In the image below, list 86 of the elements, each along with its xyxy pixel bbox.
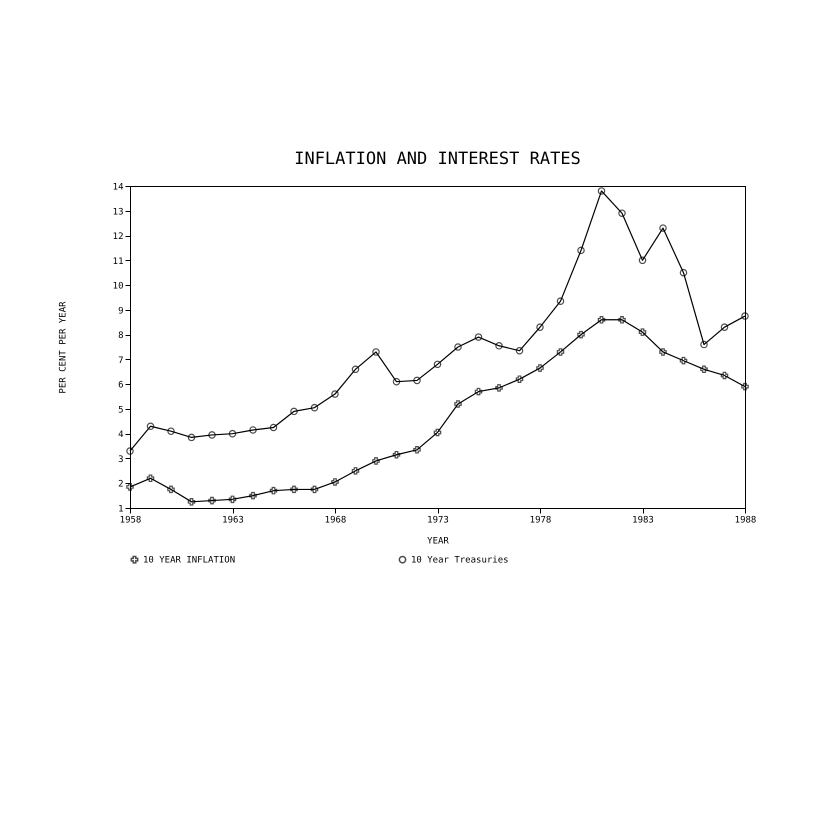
legend-label: 10 YEAR INFLATION — [143, 556, 236, 566]
x-tick-label: 1983 — [632, 516, 654, 526]
point — [372, 457, 380, 465]
point — [474, 333, 482, 341]
point — [659, 348, 667, 356]
point — [495, 384, 503, 392]
y-tick-label: 9 — [118, 306, 124, 316]
point — [454, 343, 462, 351]
point — [167, 427, 175, 435]
y-axis-title: PER CENT PER YEAR — [58, 300, 69, 394]
y-tick-label: 1 — [118, 504, 124, 514]
x-tick-label: 1968 — [324, 516, 346, 526]
point — [208, 496, 216, 504]
point — [413, 446, 421, 454]
point — [228, 496, 236, 504]
chart-title: INFLATION AND INTEREST RATES — [294, 149, 581, 169]
point — [331, 478, 339, 486]
point — [700, 366, 708, 374]
point — [310, 486, 318, 494]
x-axis-title: YEAR — [427, 536, 450, 546]
point — [126, 483, 134, 491]
point — [146, 422, 154, 430]
point — [516, 346, 524, 354]
point — [352, 467, 360, 475]
y-tick-label: 11 — [112, 256, 124, 267]
y-tick-label: 14 — [112, 182, 124, 192]
x-tick-label: 1988 — [734, 516, 756, 526]
point — [618, 209, 626, 217]
point — [331, 390, 339, 398]
point — [700, 340, 708, 348]
point — [556, 297, 564, 305]
y-tick-label: 12 — [112, 232, 124, 242]
point — [392, 378, 400, 386]
point — [392, 450, 400, 459]
point — [536, 364, 544, 372]
y-tick-label: 5 — [118, 405, 124, 416]
point — [167, 486, 175, 494]
point — [474, 388, 482, 396]
y-tick-label: 2 — [118, 480, 124, 490]
point — [720, 323, 728, 331]
point — [638, 256, 646, 264]
point — [638, 328, 646, 336]
y-tick-label: 4 — [118, 430, 124, 440]
x-tick-label: 1978 — [530, 516, 552, 526]
point — [249, 492, 257, 500]
point — [290, 486, 298, 494]
point — [249, 426, 257, 434]
point — [290, 408, 298, 416]
point — [598, 187, 606, 195]
point — [228, 430, 236, 438]
x-tick-label: 1973 — [427, 516, 449, 526]
point — [741, 382, 749, 390]
point — [495, 342, 503, 350]
point — [680, 268, 688, 276]
point — [310, 404, 318, 412]
point — [372, 348, 380, 356]
x-tick-label: 1963 — [222, 516, 244, 526]
point — [516, 375, 524, 383]
point — [454, 400, 462, 408]
point — [618, 316, 626, 324]
point — [413, 376, 421, 384]
point — [270, 486, 278, 494]
point — [720, 372, 728, 380]
y-tick-label: 8 — [118, 331, 124, 342]
point — [434, 360, 442, 368]
point — [208, 431, 216, 439]
point — [270, 424, 278, 432]
point — [188, 434, 196, 442]
x-tick-label: 1958 — [120, 516, 142, 526]
point — [146, 474, 154, 482]
point — [577, 246, 585, 254]
y-tick-label: 7 — [118, 356, 124, 366]
point — [352, 366, 360, 374]
legend-label: 10 Year Treasuries — [411, 556, 509, 566]
y-tick-label: 6 — [118, 380, 124, 391]
y-tick-label: 3 — [118, 454, 124, 465]
point — [659, 224, 667, 232]
point — [556, 348, 564, 356]
point — [577, 330, 585, 338]
point — [598, 316, 606, 324]
y-tick-label: 10 — [112, 282, 124, 292]
point — [680, 356, 688, 364]
point — [188, 498, 196, 506]
point — [434, 428, 442, 436]
y-tick-label: 13 — [112, 207, 124, 218]
point — [536, 323, 544, 331]
